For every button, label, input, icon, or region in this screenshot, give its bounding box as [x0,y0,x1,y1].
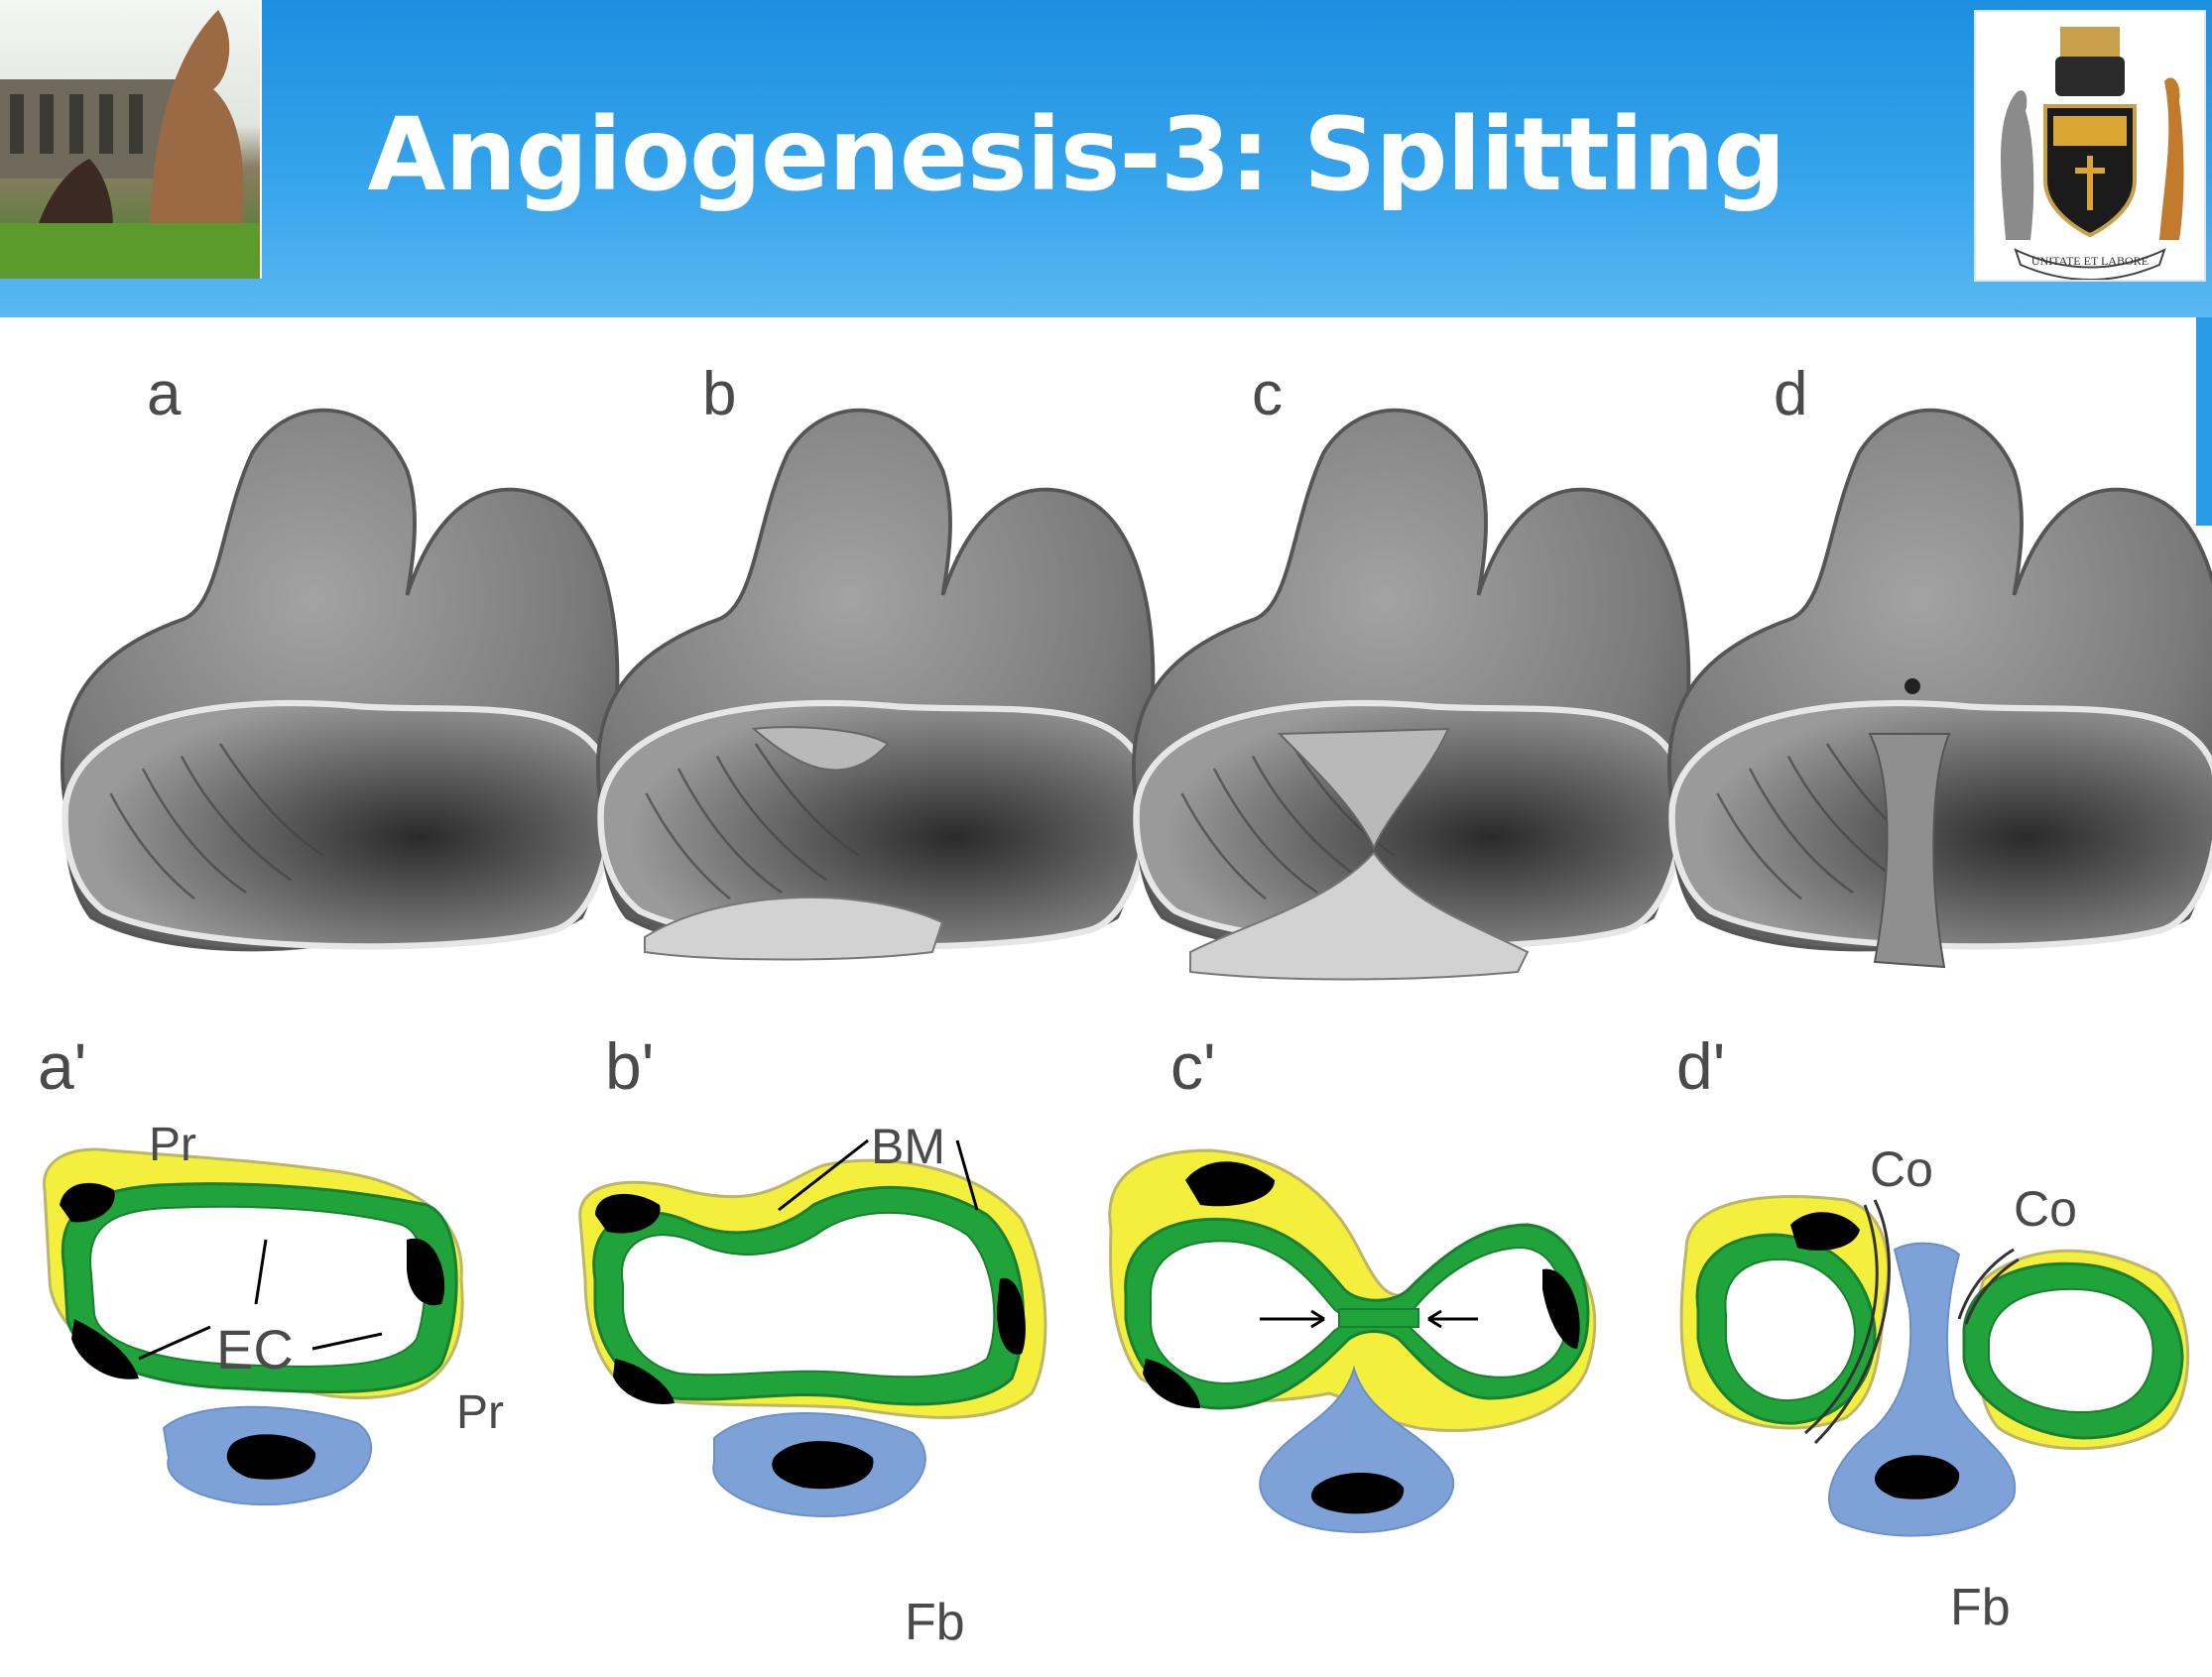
panel-label-c: c [1252,360,1283,428]
label-pr-1: Pr [149,1119,196,1171]
panel-label-d: d [1774,360,1807,428]
panel-a-prime: a' Pr Pr EC [38,1029,504,1506]
panel-d: d [1669,360,2212,969]
angiogenesis-diagram: a b c d a' Pr Pr EC b' [38,360,2212,1651]
panel-a: a [62,360,617,950]
panel-label-b: b [702,360,736,428]
panel-c-prime: c' [1108,1029,1597,1534]
panel-label-a-prime: a' [38,1029,86,1103]
slide-header: Angiogenesis-3: Splitting UNITATE ET LAB… [0,0,2212,317]
panel-b: b [598,360,1153,961]
panel-d-prime: d' Co Co Fb [1676,1029,2190,1636]
label-pr-2: Pr [456,1386,504,1439]
label-fb-2: Fb [1950,1579,2011,1636]
university-crest: UNITATE ET LABORE [1974,10,2206,282]
panel-label-d-prime: d' [1676,1029,1725,1103]
label-co-1: Co [1870,1141,1933,1197]
panel-label-b-prime: b' [605,1029,654,1103]
slide-title: Angiogenesis-3: Splitting [367,96,1785,214]
panel-b-prime: b' BM Fb [578,1029,1047,1651]
panel-label-a: a [147,360,182,428]
accent-bar [2196,317,2212,526]
label-fb-1: Fb [905,1594,965,1651]
campus-photo [0,0,262,279]
label-ec: EC [216,1318,294,1380]
label-co-2: Co [2014,1181,2077,1237]
panel-label-c-prime: c' [1170,1029,1216,1103]
panel-c: c [1134,360,1688,981]
label-bm: BM [871,1119,945,1174]
crest-motto: UNITATE ET LABORE [2031,254,2149,268]
